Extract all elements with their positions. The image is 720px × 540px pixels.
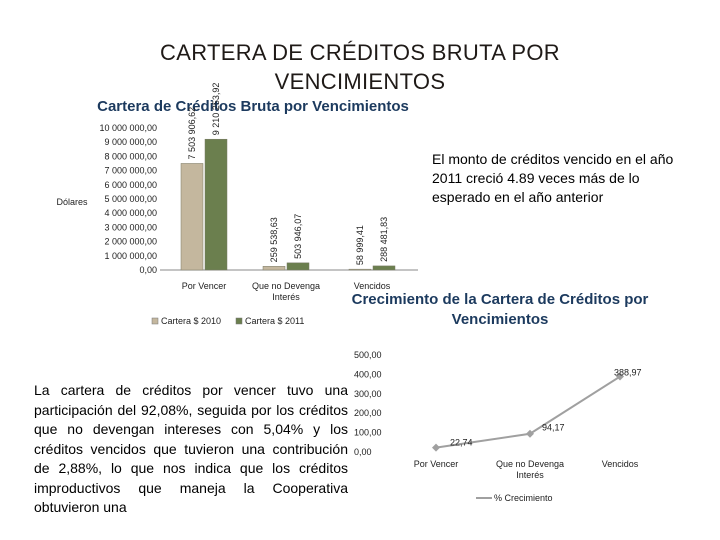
bar-value-label: 503 946,07 xyxy=(293,214,303,259)
y-tick-label: 500,00 xyxy=(354,350,382,360)
growth-value-label: 94,17 xyxy=(542,423,565,433)
y-tick-label: 100,00 xyxy=(354,428,382,438)
legend-label: Cartera $ 2010 xyxy=(161,316,221,326)
bar-2011 xyxy=(372,265,396,271)
legend-label: % Crecimiento xyxy=(494,493,553,503)
legend-label: Cartera $ 2011 xyxy=(245,316,304,326)
bar-value-label: 259 538,63 xyxy=(269,217,279,262)
x-tick-label: Vencidos xyxy=(354,281,391,291)
y-tick-label: 3 000 000,00 xyxy=(104,222,157,232)
bar-value-label: 58 999,41 xyxy=(355,225,365,265)
bar-2011 xyxy=(286,262,310,271)
y-tick-label: 0,00 xyxy=(354,447,372,457)
line-chart-title: Crecimiento de la Cartera de Créditos po… xyxy=(351,291,649,328)
bar-2011 xyxy=(204,138,228,271)
x-tick-label: Que no Devenga xyxy=(496,459,564,469)
bar-value-label: 9 210 253,92 xyxy=(211,83,221,136)
y-tick-label: 1 000 000,00 xyxy=(104,251,157,261)
y-tick-label: 400,00 xyxy=(354,369,382,379)
bar-value-label: 288 481,83 xyxy=(379,217,389,262)
legend-swatch-2011 xyxy=(235,317,243,325)
growth-point xyxy=(616,372,624,381)
growth-point xyxy=(526,429,534,438)
bar-chart-title: Cartera de Créditos Bruta por Vencimient… xyxy=(97,98,409,115)
y-axis-title: Dólares xyxy=(56,197,88,207)
x-tick-label: Que no Devenga xyxy=(252,281,320,291)
participation-note: La cartera de créditos por vencer tuvo u… xyxy=(34,382,348,515)
y-tick-label: 5 000 000,00 xyxy=(104,194,157,204)
y-tick-label: 7 000 000,00 xyxy=(104,166,157,176)
y-tick-label: 300,00 xyxy=(354,389,382,399)
legend-swatch-2010 xyxy=(151,317,159,325)
y-tick-label: 0,00 xyxy=(139,265,157,275)
bar-value-label: 7 503 906,62 xyxy=(187,107,197,160)
growth-point xyxy=(432,443,440,452)
x-tick-label: Vencidos xyxy=(602,459,639,469)
growth-value-label: 22,74 xyxy=(450,438,473,448)
bar-2010 xyxy=(262,266,286,271)
growth-value-label: 388,97 xyxy=(614,368,642,378)
growth-note: El monto de créditos vencido en el año 2… xyxy=(432,151,674,205)
y-tick-label: 10 000 000,00 xyxy=(99,123,157,133)
y-tick-label: 4 000 000,00 xyxy=(104,208,157,218)
x-tick-label-cont: Interés xyxy=(272,292,300,302)
x-tick-label: Por Vencer xyxy=(182,281,227,291)
bar-2010 xyxy=(180,163,204,271)
bar-2010 xyxy=(348,268,372,271)
slide-title: CARTERA DE CRÉDITOS BRUTA POR VENCIMIENT… xyxy=(160,40,560,94)
y-tick-label: 9 000 000,00 xyxy=(104,137,157,147)
y-tick-label: 6 000 000,00 xyxy=(104,180,157,190)
y-tick-label: 2 000 000,00 xyxy=(104,237,157,247)
x-tick-label: Por Vencer xyxy=(414,459,459,469)
y-tick-label: 200,00 xyxy=(354,408,382,418)
y-tick-label: 8 000 000,00 xyxy=(104,151,157,161)
x-tick-label-cont: Interés xyxy=(516,470,544,480)
